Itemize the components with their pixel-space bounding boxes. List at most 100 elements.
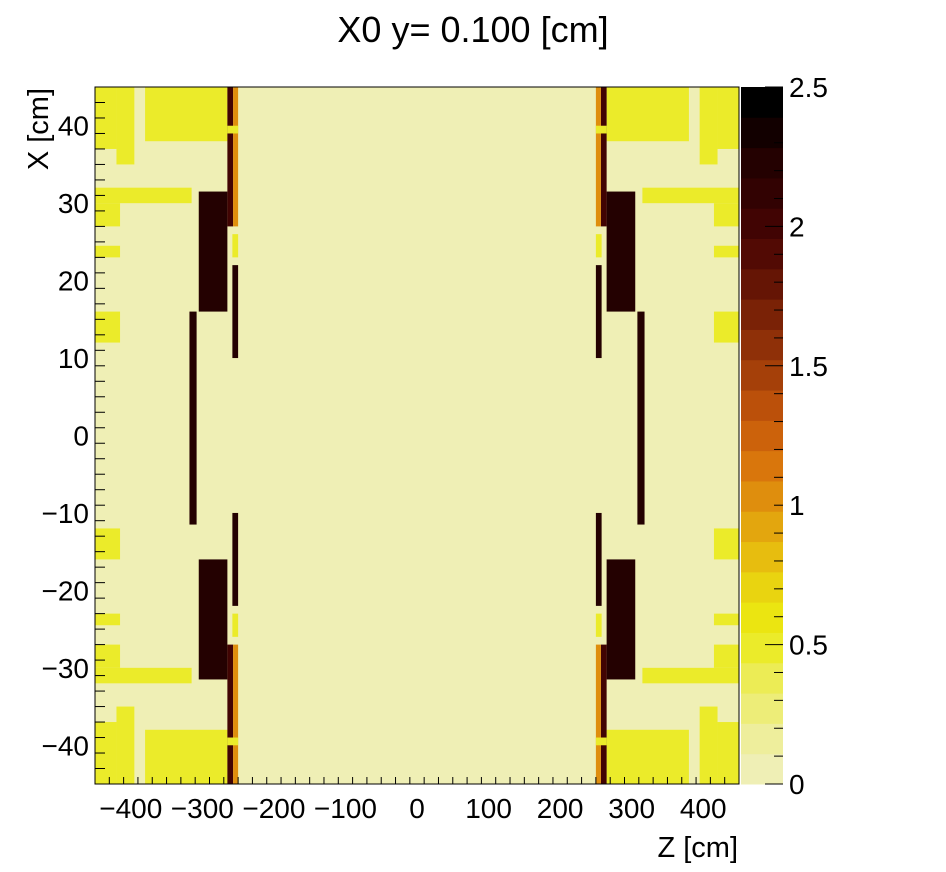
heatmap-cell xyxy=(713,644,739,668)
x-tick-label: −100 xyxy=(314,793,377,824)
color-scale-segment xyxy=(741,359,783,391)
heatmap-cell xyxy=(233,644,239,784)
x-tick-label: −200 xyxy=(242,793,305,824)
x-tick-label: −300 xyxy=(171,793,234,824)
heatmap-cell xyxy=(717,722,739,784)
color-scale-segment xyxy=(741,541,783,573)
x-axis: −400 −300 −200 −100 0 100 200 300 400 xyxy=(94,777,740,824)
heatmap-cell xyxy=(95,613,121,626)
color-scale-segment xyxy=(741,390,783,421)
color-scale-segment xyxy=(741,571,783,603)
y-axis: −40 −30 −20 −10 0 10 20 30 40 xyxy=(42,86,105,785)
heatmap-cell xyxy=(595,512,602,606)
color-scale-tick-label: 2.5 xyxy=(789,72,828,103)
y-tick-label: −10 xyxy=(42,498,90,529)
heatmap-cell xyxy=(606,87,689,142)
color-scale-segment xyxy=(741,268,783,300)
x-tick-label: −400 xyxy=(99,793,162,824)
color-scale-bar xyxy=(741,87,783,785)
color-scale-segment xyxy=(741,511,783,543)
heatmap-cell xyxy=(595,737,607,746)
heatmap-cell xyxy=(713,528,739,560)
heatmap-cell xyxy=(713,613,739,626)
heatmap-cell xyxy=(637,311,645,525)
plot-area xyxy=(94,86,740,785)
heatmap-cell xyxy=(95,203,121,227)
heatmap-cell xyxy=(95,667,192,684)
heatmap-cell xyxy=(95,245,121,258)
color-scale-tick-label: 0.5 xyxy=(789,630,828,661)
heatmap-cell xyxy=(145,87,228,142)
heatmap-cell xyxy=(600,87,607,227)
color-scale-segment xyxy=(741,480,783,512)
color-scale-segment xyxy=(741,208,783,240)
heatmap-cell xyxy=(713,311,739,343)
y-axis-label: X [cm] xyxy=(23,88,55,170)
heatmap-cell xyxy=(145,729,228,784)
y-tick-label: −30 xyxy=(42,653,90,684)
chart-title: X0 y= 0.100 [cm] xyxy=(337,9,608,50)
color-scale-segment xyxy=(741,117,783,149)
color-scale-segment xyxy=(741,632,783,664)
heatmap-cell xyxy=(600,644,607,784)
heatmap-cell xyxy=(95,528,121,560)
color-scale-segment xyxy=(741,329,783,361)
heatmap-cell xyxy=(595,613,602,637)
heatmap-cell xyxy=(227,644,234,784)
heatmap-cell xyxy=(116,706,135,784)
y-tick-label: 20 xyxy=(58,266,89,297)
heatmap-cell xyxy=(189,311,197,525)
heatmap-cell xyxy=(116,87,135,165)
x-axis-label: Z [cm] xyxy=(657,832,738,864)
y-tick-label: −40 xyxy=(42,730,90,761)
x-tick-label: 200 xyxy=(537,793,584,824)
heatmap-cell xyxy=(642,667,739,684)
heatmap-cell xyxy=(232,234,239,258)
heatmap-cell xyxy=(595,265,602,359)
heatmap-cell xyxy=(95,644,121,668)
heatmap-cell xyxy=(227,125,239,134)
heatmap-cell xyxy=(232,265,239,359)
y-tick-label: 30 xyxy=(58,188,89,219)
heatmap-cell xyxy=(232,512,239,606)
y-tick-label: 0 xyxy=(73,421,89,452)
heatmap-cell xyxy=(606,729,689,784)
y-tick-label: 40 xyxy=(58,111,89,142)
color-scale-tick-label: 2 xyxy=(789,211,805,242)
heatmap-cell xyxy=(717,87,739,149)
color-scale-segment xyxy=(741,147,783,179)
heatmap-cell xyxy=(606,191,636,312)
color-scale-segment xyxy=(741,420,783,452)
color-scale-tick-label: 1 xyxy=(789,490,805,521)
color-scale-segment xyxy=(741,662,783,694)
x-tick-label: 0 xyxy=(409,793,425,824)
heatmap-cell xyxy=(233,87,239,227)
color-scale-segment xyxy=(741,177,783,209)
y-tick-label: 10 xyxy=(58,343,89,374)
heatmap-cell xyxy=(595,234,602,258)
color-scale-segment xyxy=(741,602,783,633)
heatmap-cell xyxy=(198,559,228,680)
y-tick-label: −20 xyxy=(42,575,90,606)
heatmap-cell xyxy=(95,187,192,204)
heatmap-cell xyxy=(699,87,718,165)
heatmap-cell xyxy=(699,706,718,784)
color-scale-axis: 0 0.5 1 1.5 2 2.5 xyxy=(765,72,828,800)
color-scale-tick-label: 0 xyxy=(789,769,805,800)
color-scale-tick-label: 1.5 xyxy=(789,351,828,382)
heatmap-cell xyxy=(95,311,121,343)
color-scale-segment xyxy=(741,87,783,118)
heatmap-cell xyxy=(198,191,228,312)
color-scale-segment xyxy=(741,753,783,785)
heatmap-cell xyxy=(713,245,739,258)
heatmap-cell xyxy=(232,613,239,637)
heatmap-cell xyxy=(713,203,739,227)
color-scale-segment xyxy=(741,693,783,724)
heatmap-cell xyxy=(227,737,239,746)
heatmap-cell xyxy=(227,87,234,227)
x-tick-label: 100 xyxy=(465,793,512,824)
heatmap-cell xyxy=(595,87,601,227)
x-tick-label: 300 xyxy=(608,793,655,824)
